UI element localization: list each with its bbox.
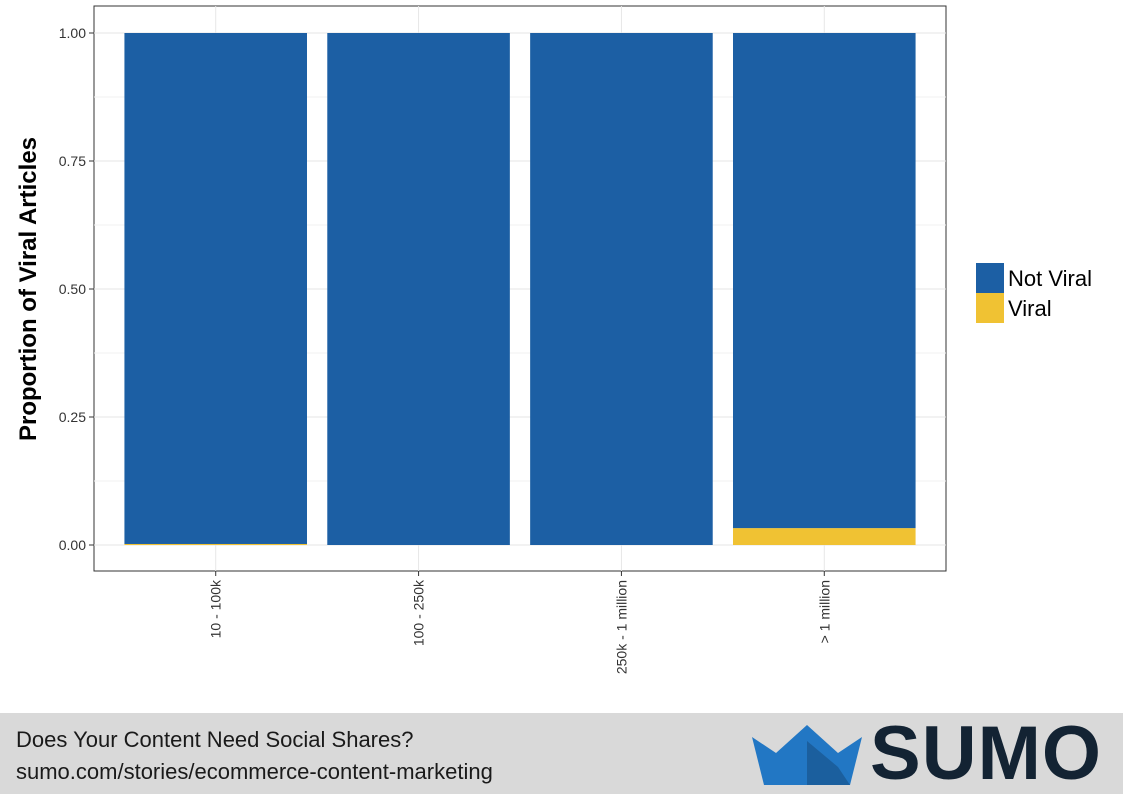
y-tick-label: 0.75	[59, 153, 86, 169]
crown-icon	[752, 725, 862, 785]
bar-viral	[733, 528, 916, 545]
y-tick-label: 0.50	[59, 281, 86, 297]
legend-swatch	[976, 263, 1004, 293]
chart: 0.00 0.25 0.50 0.75 1.00 10 - 100k 100 - 250k…	[15, 5, 1092, 674]
bars	[124, 33, 916, 545]
sumo-logo: SUMO	[750, 711, 1115, 796]
bar-not-viral	[530, 33, 713, 545]
y-axis: 0.00 0.25 0.50 0.75 1.00	[59, 25, 94, 553]
bar-viral	[124, 543, 307, 545]
footer-banner: Does Your Content Need Social Shares? su…	[0, 711, 1123, 796]
x-tick-label: 10 - 100k	[208, 579, 224, 638]
x-tick-label: > 1 million	[816, 580, 832, 643]
bar-not-viral	[124, 33, 307, 544]
x-tick-label: 250k - 1 million	[613, 580, 629, 674]
y-axis-title: Proportion of Viral Articles	[15, 137, 42, 441]
x-axis: 10 - 100k 100 - 250k 250k - 1 million > 1 m…	[208, 571, 832, 674]
legend-swatch	[976, 293, 1004, 323]
legend-label: Viral	[1008, 296, 1052, 321]
bar-not-viral	[327, 33, 510, 545]
legend: Not Viral Viral	[976, 263, 1092, 323]
footer-url: sumo.com/stories/ecommerce-content-marke…	[16, 759, 493, 784]
bar-not-viral	[733, 33, 916, 529]
y-tick-label: 1.00	[59, 25, 86, 41]
footer-title: Does Your Content Need Social Shares?	[16, 727, 414, 752]
logo-wordmark: SUMO	[870, 711, 1102, 796]
x-tick-label: 100 - 250k	[411, 579, 427, 646]
y-tick-label: 0.25	[59, 409, 86, 425]
legend-label: Not Viral	[1008, 266, 1092, 291]
y-tick-label: 0.00	[59, 537, 86, 553]
